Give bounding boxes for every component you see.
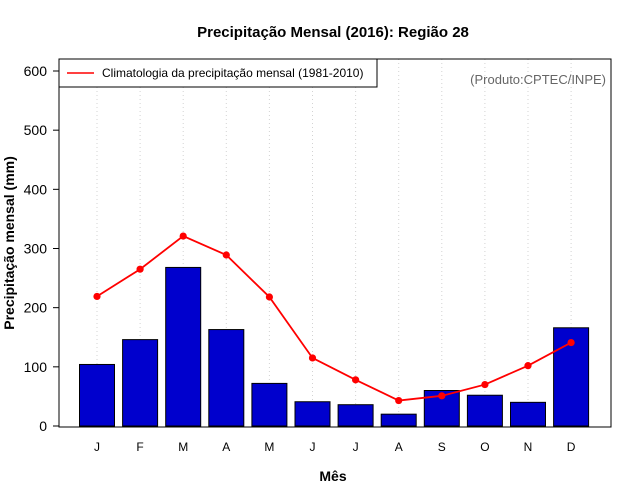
- bar: [165, 266, 202, 427]
- climatology-point: [308, 354, 317, 362]
- x-tick-label: S: [438, 440, 446, 454]
- line-layer: [93, 232, 575, 405]
- climatology-point: [136, 265, 144, 273]
- y-axis: 0 100 200 300 400 500 600: [24, 63, 59, 434]
- climatology-point: [438, 392, 446, 400]
- legend-box: [58, 58, 378, 88]
- bar: [337, 404, 374, 427]
- bar: [510, 401, 546, 427]
- x-tick-label: A: [395, 440, 403, 454]
- climatology-point: [352, 376, 360, 384]
- bar: [79, 363, 115, 427]
- y-tick-label: 0: [39, 418, 47, 434]
- climatology-point: [265, 293, 273, 301]
- y-tick-label: 100: [24, 359, 48, 375]
- y-tick-label: 500: [24, 122, 48, 138]
- x-tick-label: J: [353, 440, 359, 454]
- y-tick-label: 200: [24, 300, 48, 316]
- x-tick-label: N: [524, 440, 533, 454]
- y-tick-label: 400: [24, 181, 48, 197]
- y-axis-label: Precipitação mensal (mm): [1, 156, 17, 330]
- bar: [380, 413, 417, 427]
- y-tick-label: 300: [24, 241, 48, 257]
- bar: [208, 329, 245, 427]
- x-tick-label: M: [264, 440, 274, 454]
- climatology-point: [179, 232, 187, 240]
- legend: Climatologia da precipitação mensal (198…: [58, 58, 378, 88]
- climatology-point: [567, 338, 575, 347]
- chart-title: Precipitação Mensal (2016): Região 28: [197, 24, 469, 41]
- bar: [251, 382, 288, 427]
- grid-layer: [96, 59, 572, 427]
- x-tick-label: A: [222, 440, 230, 454]
- x-tick-label: M: [178, 440, 188, 454]
- x-tick-label: O: [480, 440, 489, 454]
- bar-layer: [79, 266, 590, 427]
- climatology-point: [524, 362, 532, 370]
- y-tick-label: 600: [24, 63, 48, 79]
- x-tick-label: F: [136, 440, 143, 454]
- climatology-point: [481, 380, 489, 389]
- source-annotation: (Produto:CPTEC/INPE): [470, 72, 606, 87]
- bar: [294, 401, 331, 427]
- climatology-point: [222, 251, 230, 259]
- bar: [122, 339, 159, 427]
- x-tick-label: D: [567, 440, 576, 454]
- x-tick-label: J: [94, 440, 100, 454]
- bar: [466, 394, 503, 427]
- x-tick-label: J: [310, 440, 316, 454]
- x-axis-label: Mês: [319, 468, 346, 484]
- climatology-point: [395, 396, 403, 405]
- legend-entry-climatology: Climatologia da precipitação mensal (198…: [102, 66, 363, 80]
- climatology-point: [93, 292, 101, 301]
- climatology-line: [96, 235, 572, 402]
